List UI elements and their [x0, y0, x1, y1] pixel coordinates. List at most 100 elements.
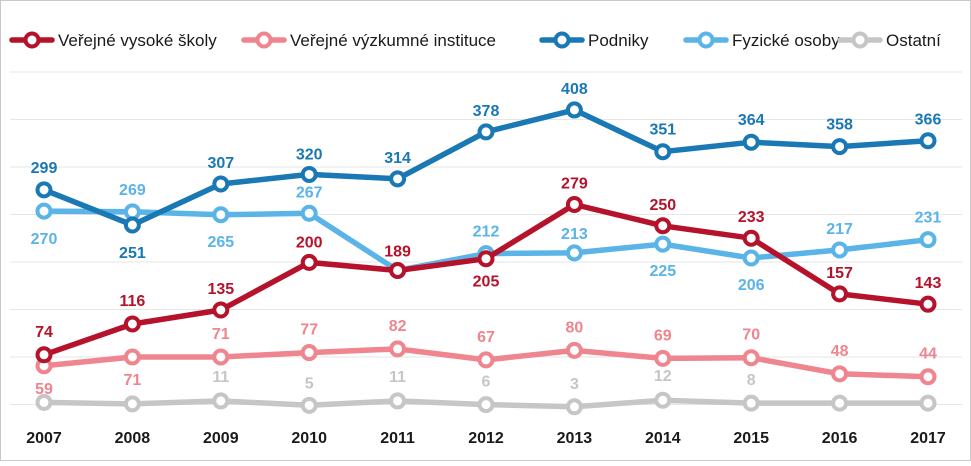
data-label-verejne-vysoke-skoly-2015: 233: [738, 209, 765, 226]
data-label-fyzicke-osoby-2013: 213: [561, 226, 588, 243]
data-label-fyzicke-osoby-2007: 270: [31, 231, 58, 248]
x-tick-label-2011: 2011: [380, 430, 415, 447]
legend-swatch-marker: [23, 31, 41, 49]
data-label-verejne-vyzkumne-instituce-2012: 67: [477, 329, 495, 346]
data-point-podniky-2015: [742, 133, 760, 151]
data-point-fyzicke-osoby-2008: [123, 203, 141, 221]
data-label-podniky-2017: 366: [915, 112, 942, 129]
data-point-verejne-vysoke-skoly-2016: [831, 285, 849, 303]
data-label-ostatni-2009: 11: [212, 369, 229, 386]
legend-label: Veřejné vysoké školy: [58, 31, 217, 50]
data-label-verejne-vysoke-skoly-2016: 157: [826, 265, 853, 282]
data-point-ostatni-2007: [35, 393, 53, 411]
data-point-verejne-vyzkumne-instituce-2010: [300, 344, 318, 362]
data-point-ostatni-2016: [831, 394, 849, 412]
data-point-fyzicke-osoby-2010: [300, 204, 318, 222]
data-label-fyzicke-osoby-2008: 269: [119, 182, 146, 199]
legend-swatch-marker: [255, 31, 273, 49]
data-point-fyzicke-osoby-2014: [654, 235, 672, 253]
x-tick-label-2014: 2014: [645, 430, 681, 447]
legend-item-fyzicke-osoby: Fyzické osoby: [683, 31, 840, 50]
data-label-verejne-vysoke-skoly-2012: 205: [473, 274, 500, 291]
data-label-verejne-vyzkumne-instituce-2013: 80: [566, 319, 584, 336]
data-label-verejne-vyzkumne-instituce-2015: 70: [742, 327, 760, 344]
legend-label: Veřejné výzkumné instituce: [290, 31, 496, 50]
legend-item-verejne-vyzkumne-instituce: Veřejné výzkumné instituce: [241, 31, 496, 50]
data-point-podniky-2011: [389, 170, 407, 188]
data-point-verejne-vyzkumne-instituce-2008: [123, 348, 141, 366]
x-tick-label-2013: 2013: [557, 430, 593, 447]
data-label-verejne-vyzkumne-instituce-2014: 69: [654, 327, 672, 344]
data-point-fyzicke-osoby-2015: [742, 249, 760, 267]
data-point-ostatni-2011: [389, 392, 407, 410]
data-point-verejne-vysoke-skoly-2012: [477, 250, 495, 268]
data-label-verejne-vysoke-skoly-2011: 189: [384, 243, 411, 260]
data-label-podniky-2009: 307: [207, 155, 234, 172]
legend-item-ostatni: Ostatní: [837, 31, 941, 50]
data-point-verejne-vysoke-skoly-2017: [919, 295, 937, 313]
data-point-verejne-vysoke-skoly-2009: [212, 301, 230, 319]
data-point-verejne-vysoke-skoly-2008: [123, 315, 141, 333]
data-label-fyzicke-osoby-2010: 267: [296, 184, 323, 201]
data-point-fyzicke-osoby-2016: [831, 241, 849, 259]
data-point-ostatni-2010: [300, 396, 318, 414]
data-label-ostatni-2015: 8: [747, 372, 756, 389]
data-point-podniky-2016: [831, 138, 849, 156]
data-label-podniky-2015: 364: [738, 112, 765, 129]
data-label-ostatni-2012: 6: [482, 374, 491, 391]
data-point-verejne-vyzkumne-instituce-2015: [742, 349, 760, 367]
data-point-ostatni-2015: [742, 394, 760, 412]
data-point-podniky-2012: [477, 123, 495, 141]
data-label-fyzicke-osoby-2016: 217: [826, 221, 853, 238]
data-point-podniky-2007: [35, 181, 53, 199]
legend-swatch-marker: [697, 31, 715, 49]
data-label-ostatni-2014: 12: [654, 368, 672, 385]
data-label-ostatni-2010: 5: [305, 375, 314, 392]
data-label-verejne-vysoke-skoly-2010: 200: [296, 234, 323, 251]
data-point-ostatni-2017: [919, 394, 937, 412]
x-tick-label-2010: 2010: [291, 430, 327, 447]
x-tick-label-2015: 2015: [733, 430, 769, 447]
data-point-podniky-2010: [300, 165, 318, 183]
data-label-podniky-2011: 314: [384, 150, 411, 167]
x-tick-label-2007: 2007: [26, 430, 62, 447]
data-point-verejne-vyzkumne-instituce-2016: [831, 365, 849, 383]
data-point-ostatni-2014: [654, 391, 672, 409]
data-point-ostatni-2009: [212, 392, 230, 410]
data-point-fyzicke-osoby-2007: [35, 202, 53, 220]
data-label-verejne-vysoke-skoly-2007: 74: [35, 324, 53, 341]
data-point-fyzicke-osoby-2017: [919, 231, 937, 249]
data-point-verejne-vyzkumne-instituce-2014: [654, 349, 672, 367]
legend-item-verejne-vysoke-skoly: Veřejné vysoké školy: [9, 31, 217, 50]
data-point-verejne-vysoke-skoly-2014: [654, 217, 672, 235]
data-label-fyzicke-osoby-2014: 225: [649, 263, 676, 280]
data-point-ostatni-2013: [565, 398, 583, 416]
data-label-verejne-vyzkumne-instituce-2016: 48: [831, 343, 849, 360]
series-verejne-vysoke-skoly: [35, 195, 937, 364]
legend: Veřejné vysoké školy Veřejné výzkumné ins…: [9, 31, 941, 50]
data-point-ostatni-2008: [123, 395, 141, 413]
legend-swatch-marker: [553, 31, 571, 49]
data-label-verejne-vysoke-skoly-2017: 143: [915, 275, 942, 292]
data-point-verejne-vysoke-skoly-2010: [300, 253, 318, 271]
data-point-verejne-vysoke-skoly-2013: [565, 195, 583, 213]
x-tick-label-2012: 2012: [468, 430, 504, 447]
data-point-verejne-vyzkumne-instituce-2017: [919, 368, 937, 386]
legend-label: Podniky: [588, 31, 649, 50]
data-label-verejne-vyzkumne-instituce-2011: 82: [389, 318, 407, 335]
data-label-podniky-2014: 351: [649, 122, 676, 139]
data-label-podniky-2012: 378: [473, 103, 500, 120]
x-axis: 2007 2008 2009 2010 2011 2012 2013 2014 2015 2016…: [26, 430, 946, 447]
data-label-verejne-vyzkumne-instituce-2007: 59: [35, 381, 53, 398]
legend-label: Ostatní: [886, 31, 941, 50]
series-lines: [35, 101, 937, 416]
data-label-fyzicke-osoby-2009: 265: [207, 234, 234, 251]
data-label-verejne-vysoke-skoly-2009: 135: [207, 281, 234, 298]
data-label-podniky-2007: 299: [31, 160, 58, 177]
data-label-ostatni-2013: 3: [570, 376, 579, 393]
data-label-verejne-vyzkumne-instituce-2009: 71: [212, 326, 230, 343]
data-label-verejne-vyzkumne-instituce-2017: 44: [919, 346, 937, 363]
data-label-verejne-vysoke-skoly-2008: 116: [119, 293, 145, 310]
data-point-podniky-2008: [123, 216, 141, 234]
